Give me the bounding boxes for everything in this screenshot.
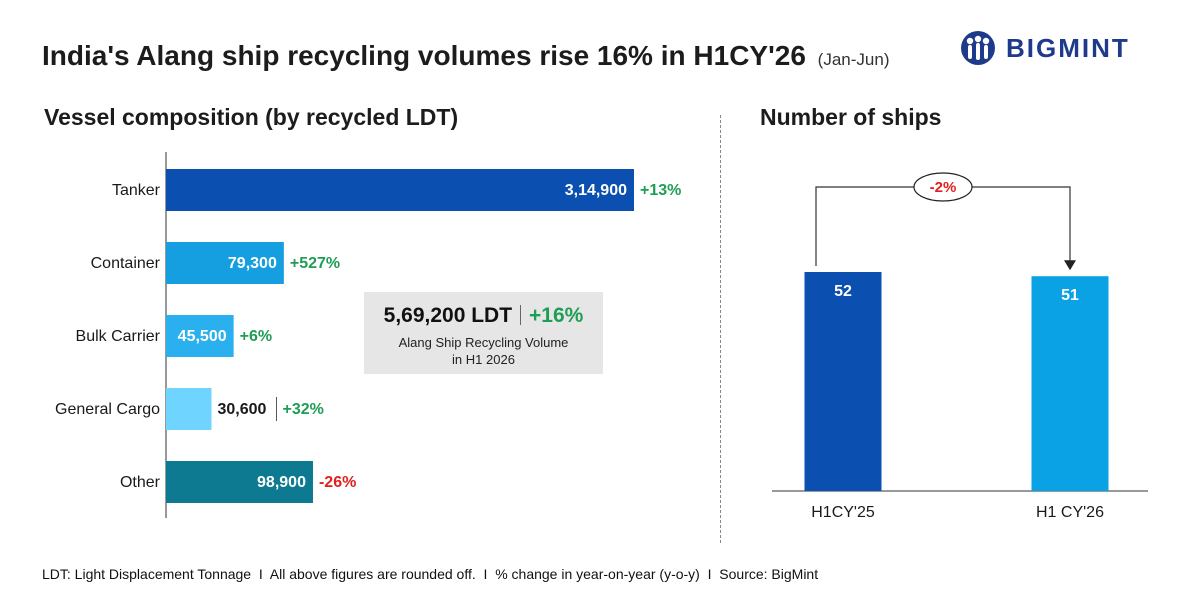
title-text: India's Alang ship recycling volumes ris… (42, 40, 806, 71)
bar (1031, 276, 1109, 491)
category-label: H1 CY'26 (1036, 504, 1104, 521)
vessel-composition-chart: Tanker 3,14,900 +13% Container 79,300 +527% Bu… (55, 152, 681, 518)
callout-value: 5,69,200 LDT (383, 304, 513, 327)
change-label: +13% (640, 182, 681, 199)
value-label: 30,600 (217, 401, 266, 418)
bar (166, 461, 313, 503)
bar (166, 388, 212, 430)
logo-text: BIGMINT (1006, 32, 1130, 63)
change-badge-label: -2% (930, 179, 957, 196)
category-label: Other (120, 474, 161, 491)
arrow-head-icon (1064, 260, 1076, 271)
number-of-ships-chart: 52 H1CY'25 51 H1 CY'26 -2% (772, 172, 1148, 521)
value-label: 51 (1061, 287, 1079, 304)
category-label: Tanker (112, 182, 161, 199)
title-period: (Jan-Jun) (817, 50, 890, 69)
value-label: 45,500 (178, 328, 227, 345)
value-label: 3,14,900 (565, 182, 627, 199)
category-label: Container (91, 255, 161, 272)
change-label: +527% (290, 255, 340, 272)
category-label: H1CY'25 (811, 504, 875, 521)
value-label: 79,300 (228, 255, 277, 272)
bigmint-people-icon (961, 31, 995, 65)
value-label: 98,900 (257, 474, 306, 491)
footer-note: LDT: Light Displacement Tonnage I All ab… (42, 566, 819, 582)
callout-line1: Alang Ship Recycling Volume (398, 335, 569, 350)
value-label: 52 (834, 283, 852, 300)
change-label: -26% (319, 474, 356, 491)
total-volume-callout: 5,69,200 LDT +16% Alang Ship Recycling Vo… (364, 292, 603, 374)
bigmint-logo: BIGMINT (958, 26, 1130, 70)
bar (166, 242, 284, 284)
bar (166, 169, 634, 211)
callout-change: +16% (529, 304, 584, 327)
category-label: Bulk Carrier (76, 328, 161, 345)
left-section-title: Vessel composition (by recycled LDT) (44, 104, 459, 130)
change-label: +6% (240, 328, 272, 345)
category-label: General Cargo (55, 401, 160, 418)
right-section-title: Number of ships (760, 104, 942, 130)
change-label: +32% (282, 401, 323, 418)
callout-line2: in H1 2026 (452, 352, 515, 367)
bar (166, 315, 234, 357)
change-badge (913, 172, 973, 202)
bar (804, 272, 882, 491)
page-title: India's Alang ship recycling volumes ris… (42, 40, 889, 72)
section-divider (720, 115, 721, 543)
